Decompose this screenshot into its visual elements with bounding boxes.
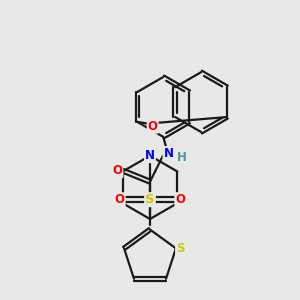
Text: O: O	[112, 164, 122, 177]
Text: S: S	[145, 193, 155, 206]
Text: N: N	[145, 149, 155, 162]
Text: O: O	[115, 193, 125, 206]
Text: O: O	[175, 193, 185, 206]
Text: H: H	[177, 151, 187, 164]
Text: S: S	[176, 242, 184, 255]
Text: N: N	[164, 147, 173, 160]
Text: O: O	[148, 120, 158, 133]
